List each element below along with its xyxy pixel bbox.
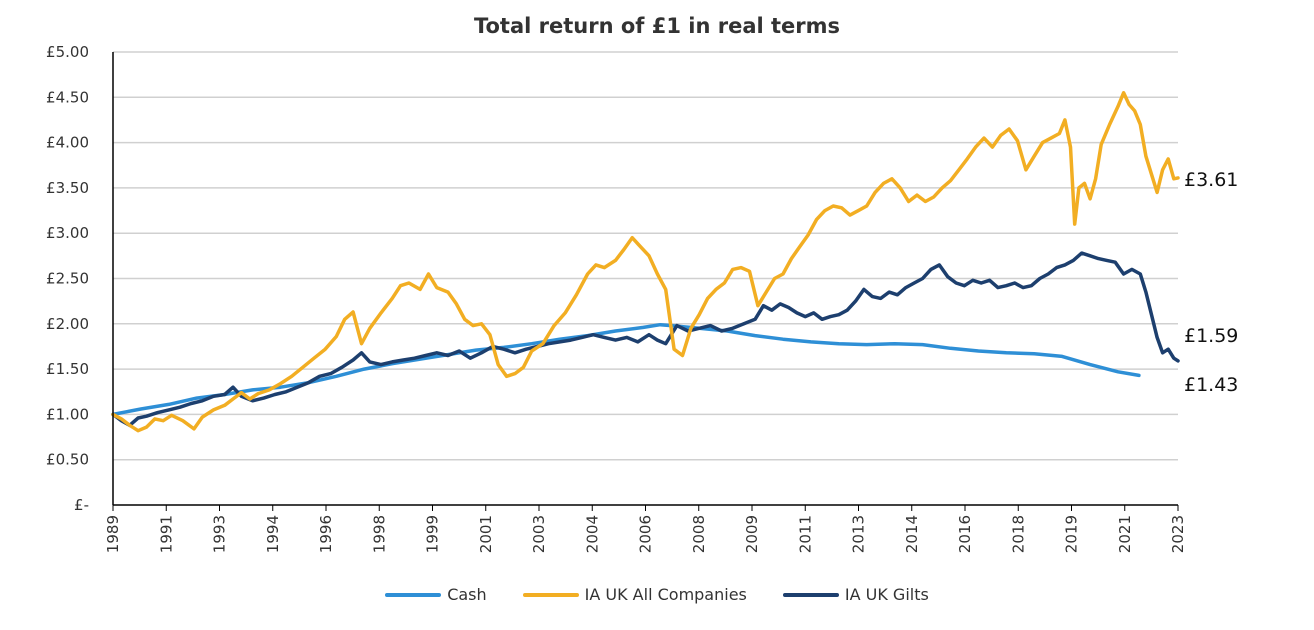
series-line-ia-uk-gilts — [111, 251, 1180, 428]
x-tick-label: 2008 — [690, 515, 708, 553]
y-tick-label: £5.00 — [46, 43, 89, 61]
legend-label: Cash — [447, 585, 487, 604]
y-tick-label: £- — [74, 496, 89, 514]
y-tick-label: £0.50 — [46, 451, 89, 469]
legend-swatch — [385, 592, 442, 597]
y-tick-label: £1.00 — [46, 405, 89, 423]
x-tick-label: 1993 — [211, 515, 229, 553]
legend-label: IA UK All Companies — [584, 585, 747, 604]
y-tick-label: £3.00 — [46, 224, 89, 242]
legend-swatch — [782, 592, 839, 597]
y-tick-label: £3.50 — [46, 179, 89, 197]
line-chart: £- £0.50 £1.00 £1.50 £2.00 £2.50 £3.00 £3.50 £4.… — [46, 43, 1238, 553]
x-tick-label: 1991 — [157, 515, 175, 553]
x-tick-label: 2009 — [743, 515, 761, 553]
y-tick-label: £4.00 — [46, 134, 89, 152]
x-tick-label: 2011 — [796, 515, 814, 553]
gridlines — [113, 51, 1178, 461]
x-tick-label: 2001 — [477, 515, 495, 553]
y-tick-label: £4.50 — [46, 88, 89, 106]
y-tick-label: £1.50 — [46, 360, 89, 378]
x-axis-ticks: 1989 1991 1993 1994 1996 1998 1999 2001 2003 2004… — [104, 505, 1187, 553]
x-tick-label: 2018 — [1009, 515, 1027, 553]
end-value-label: £1.59 — [1184, 325, 1238, 347]
end-labels: £1.43 £3.61 £1.59 — [1184, 169, 1238, 396]
x-tick-label: 2004 — [583, 515, 601, 553]
x-tick-label: 1996 — [317, 515, 335, 553]
legend: Cash IA UK All Companies IA UK Gilts — [0, 585, 1314, 604]
series-line-ia-uk-all-companies — [111, 91, 1180, 433]
x-tick-label: 1989 — [104, 515, 122, 553]
y-axis-ticks: £- £0.50 £1.00 £1.50 £2.00 £2.50 £3.00 £3.50 £4.… — [46, 43, 89, 514]
x-tick-label: 2014 — [903, 515, 921, 553]
legend-item: Cash — [385, 585, 487, 604]
end-value-label: £1.43 — [1184, 374, 1238, 396]
end-value-label: £3.61 — [1184, 169, 1238, 191]
legend-label: IA UK Gilts — [844, 585, 929, 604]
x-tick-label: 2023 — [1169, 515, 1187, 553]
x-tick-label: 1999 — [424, 515, 442, 553]
x-tick-label: 1994 — [264, 515, 282, 553]
series-lines — [111, 91, 1180, 433]
x-tick-label: 2021 — [1116, 515, 1134, 553]
chart-title: Total return of £1 in real terms — [473, 14, 841, 38]
x-tick-label: 1998 — [370, 515, 388, 553]
x-tick-label: 2019 — [1063, 515, 1081, 553]
x-tick-label: 2003 — [530, 515, 548, 553]
x-tick-label: 2013 — [850, 515, 868, 553]
y-tick-label: £2.00 — [46, 315, 89, 333]
x-tick-label: 2016 — [956, 515, 974, 553]
legend-item: IA UK Gilts — [782, 585, 929, 604]
legend-item: IA UK All Companies — [522, 585, 747, 604]
x-tick-label: 2006 — [637, 515, 655, 553]
series-line-cash — [111, 322, 1141, 417]
y-tick-label: £2.50 — [46, 270, 89, 288]
legend-swatch — [522, 592, 579, 597]
